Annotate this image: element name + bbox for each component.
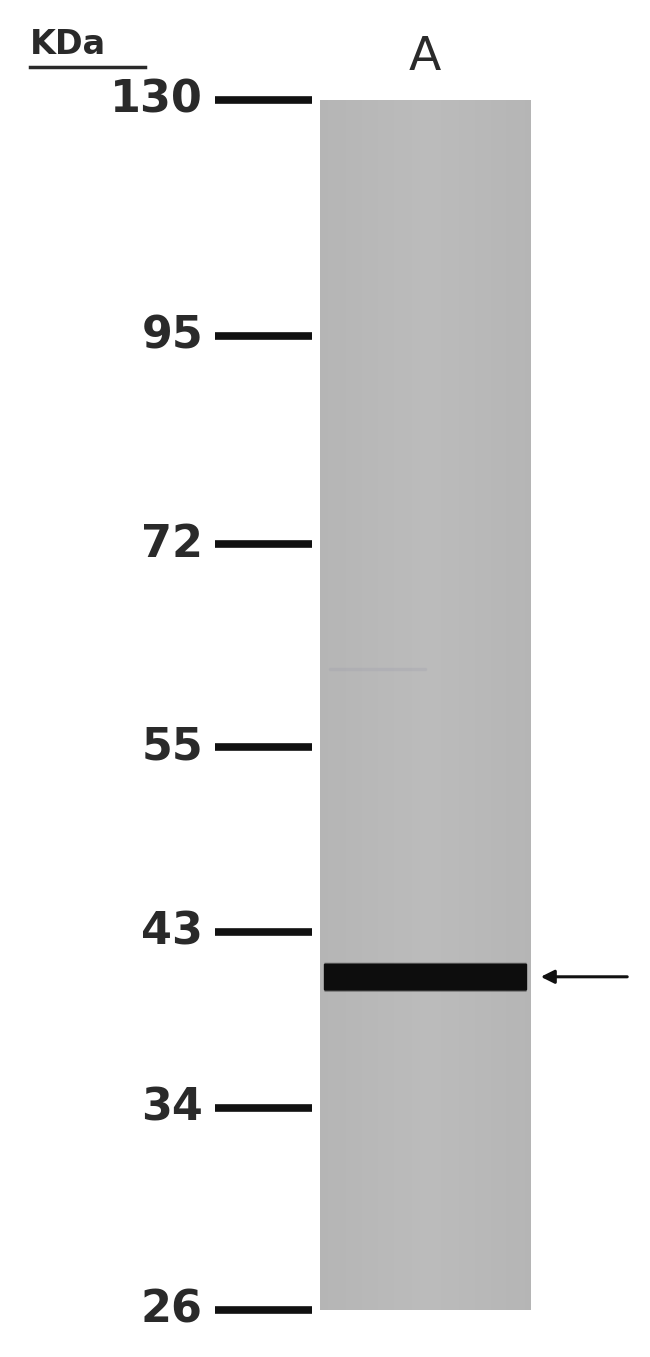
Text: 72: 72 bbox=[141, 522, 203, 566]
Bar bbox=[393, 100, 397, 1310]
Bar bbox=[398, 100, 402, 1310]
Bar bbox=[501, 100, 505, 1310]
Bar bbox=[496, 100, 499, 1310]
Bar bbox=[407, 100, 410, 1310]
Bar bbox=[404, 100, 408, 1310]
Bar bbox=[322, 100, 326, 1310]
Bar bbox=[488, 100, 491, 1310]
Bar bbox=[504, 100, 508, 1310]
Text: 26: 26 bbox=[141, 1289, 203, 1331]
Bar bbox=[388, 100, 392, 1310]
Bar bbox=[509, 100, 513, 1310]
Bar bbox=[415, 100, 418, 1310]
Bar bbox=[456, 100, 460, 1310]
Bar bbox=[349, 100, 352, 1310]
Bar bbox=[469, 100, 473, 1310]
Bar bbox=[430, 100, 434, 1310]
Text: 34: 34 bbox=[141, 1087, 203, 1130]
Bar bbox=[365, 100, 369, 1310]
Bar bbox=[467, 100, 471, 1310]
Bar bbox=[491, 100, 494, 1310]
Bar bbox=[402, 100, 405, 1310]
Bar bbox=[441, 100, 445, 1310]
Bar bbox=[506, 100, 510, 1310]
Bar bbox=[412, 100, 415, 1310]
Bar bbox=[372, 100, 376, 1310]
Bar bbox=[459, 100, 463, 1310]
Bar bbox=[341, 100, 344, 1310]
Bar bbox=[483, 100, 486, 1310]
Bar bbox=[383, 100, 387, 1310]
Bar bbox=[378, 100, 382, 1310]
Bar bbox=[352, 100, 355, 1310]
Bar bbox=[475, 100, 478, 1310]
Bar bbox=[336, 100, 339, 1310]
Bar bbox=[478, 100, 481, 1310]
Bar bbox=[517, 100, 521, 1310]
Bar bbox=[370, 100, 374, 1310]
Bar bbox=[433, 100, 437, 1310]
Bar bbox=[443, 100, 447, 1310]
Bar bbox=[422, 100, 426, 1310]
Bar bbox=[454, 100, 458, 1310]
Text: 43: 43 bbox=[141, 911, 203, 953]
Bar bbox=[320, 100, 324, 1310]
Bar bbox=[339, 100, 342, 1310]
Bar bbox=[514, 100, 518, 1310]
Bar bbox=[522, 100, 526, 1310]
Bar bbox=[425, 100, 428, 1310]
Bar bbox=[527, 100, 531, 1310]
Bar bbox=[493, 100, 497, 1310]
Bar bbox=[380, 100, 384, 1310]
Bar bbox=[385, 100, 389, 1310]
Bar bbox=[325, 100, 329, 1310]
Bar bbox=[464, 100, 468, 1310]
Bar bbox=[428, 100, 431, 1310]
Bar bbox=[333, 100, 337, 1310]
Bar bbox=[462, 100, 465, 1310]
Bar bbox=[367, 100, 371, 1310]
Bar bbox=[512, 100, 515, 1310]
Bar bbox=[344, 100, 347, 1310]
Bar bbox=[525, 100, 528, 1310]
Bar bbox=[451, 100, 455, 1310]
Text: KDa: KDa bbox=[30, 28, 106, 61]
Bar bbox=[362, 100, 365, 1310]
Bar bbox=[448, 100, 452, 1310]
Bar bbox=[320, 100, 530, 1310]
Bar bbox=[473, 100, 476, 1310]
Bar bbox=[357, 100, 360, 1310]
Text: 55: 55 bbox=[141, 725, 203, 768]
Bar bbox=[354, 100, 358, 1310]
Bar bbox=[446, 100, 450, 1310]
Bar bbox=[436, 100, 439, 1310]
Bar bbox=[328, 100, 332, 1310]
Bar bbox=[359, 100, 363, 1310]
Bar bbox=[480, 100, 484, 1310]
Bar bbox=[417, 100, 421, 1310]
Bar bbox=[519, 100, 523, 1310]
Bar bbox=[486, 100, 489, 1310]
Bar bbox=[396, 100, 400, 1310]
Bar bbox=[391, 100, 395, 1310]
Bar bbox=[410, 100, 413, 1310]
Text: 130: 130 bbox=[110, 79, 203, 122]
Bar bbox=[499, 100, 502, 1310]
Text: A: A bbox=[409, 35, 441, 80]
Bar bbox=[420, 100, 423, 1310]
Text: 95: 95 bbox=[141, 315, 203, 357]
Bar bbox=[346, 100, 350, 1310]
Bar bbox=[330, 100, 334, 1310]
Bar bbox=[375, 100, 379, 1310]
Bar bbox=[438, 100, 442, 1310]
